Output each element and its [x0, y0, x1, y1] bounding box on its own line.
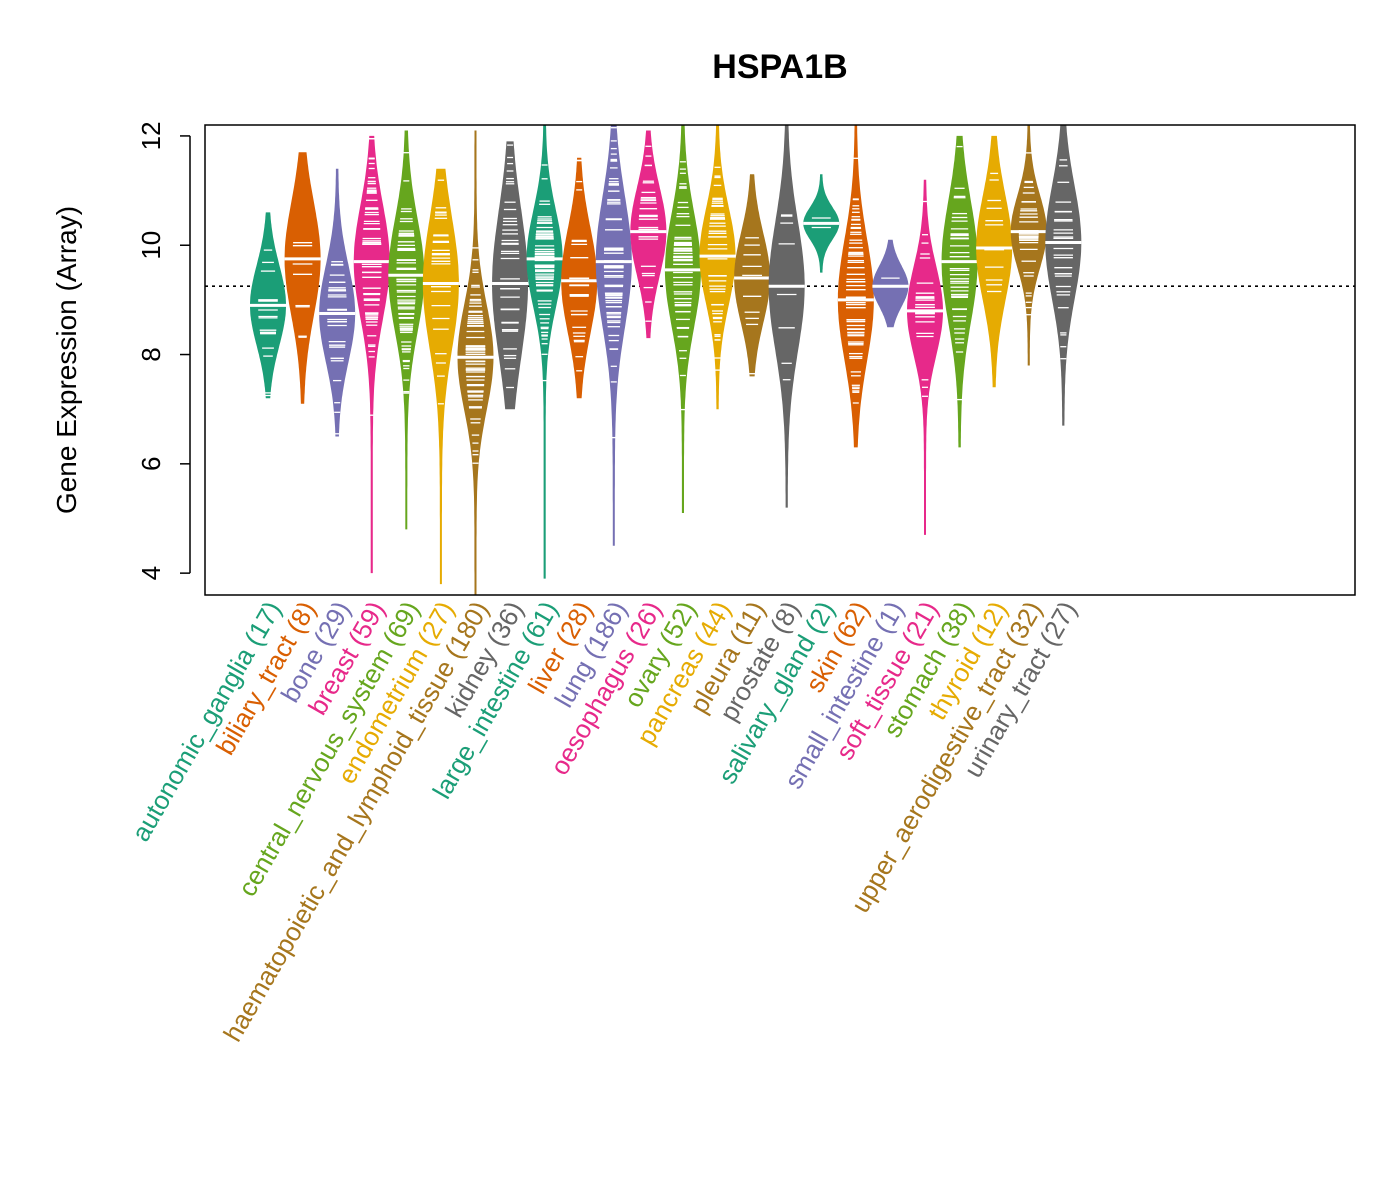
violin-body — [872, 239, 909, 328]
violin-body — [457, 130, 494, 595]
violin-large_intestine — [526, 125, 563, 579]
y-tick-label: 12 — [136, 121, 166, 150]
violin-oesophagus — [630, 130, 667, 339]
violin-skin — [837, 125, 874, 448]
violin-body — [630, 130, 667, 339]
plot-area — [205, 125, 1355, 595]
violin-pancreas — [699, 125, 736, 410]
violin-lung — [595, 125, 632, 546]
violin-salivary_gland — [803, 174, 840, 273]
violin-upper_aerodigestive_tract — [1010, 125, 1047, 366]
y-tick-label: 4 — [136, 566, 166, 580]
violin-body — [768, 125, 805, 508]
x-category-label: autonomic_ganglia (17) — [125, 596, 287, 846]
violin-body — [319, 168, 356, 437]
violin-urinary_tract — [1045, 125, 1082, 426]
y-axis: 4 6 8 10 12 — [136, 121, 191, 580]
violin-prostate — [768, 125, 805, 508]
violin-body — [492, 141, 529, 410]
violin-small_intestine — [872, 239, 909, 328]
violin-body — [1045, 125, 1082, 426]
violin-soft_tissue — [907, 179, 943, 535]
violin-bone — [319, 168, 356, 437]
y-tick-label: 6 — [136, 457, 166, 471]
violin-body — [526, 125, 563, 579]
violin-central_nervous_system — [388, 130, 425, 530]
violin-biliary_tract — [284, 152, 321, 404]
violin-stomach — [941, 135, 978, 448]
y-tick-label: 8 — [136, 347, 166, 361]
violin-body — [353, 135, 390, 574]
plot-frame — [204, 124, 1356, 596]
violin-body — [907, 179, 943, 535]
violin-pleura — [734, 174, 771, 377]
violin-liver — [561, 157, 598, 399]
y-tick-label: 10 — [136, 231, 166, 260]
y-axis-label: Gene Expression (Array) — [51, 206, 82, 514]
violin-body — [699, 125, 736, 410]
violin-breast — [353, 135, 390, 574]
violin-body — [976, 135, 1013, 388]
chart-title: HSPA1B — [712, 48, 847, 86]
violin-endometrium — [422, 168, 459, 585]
violin-kidney — [492, 141, 529, 410]
violin-autonomic_ganglia — [250, 212, 286, 399]
violin-body — [941, 135, 978, 448]
violin-haematopoietic_and_lymphoid_tissue — [457, 130, 494, 595]
violin-ovary — [664, 125, 701, 513]
violin-body — [284, 152, 321, 404]
violin-body — [1010, 125, 1047, 366]
violin-thyroid — [976, 135, 1013, 388]
x-axis-labels: autonomic_ganglia (17)biliary_tract (8)b… — [125, 596, 1082, 1047]
